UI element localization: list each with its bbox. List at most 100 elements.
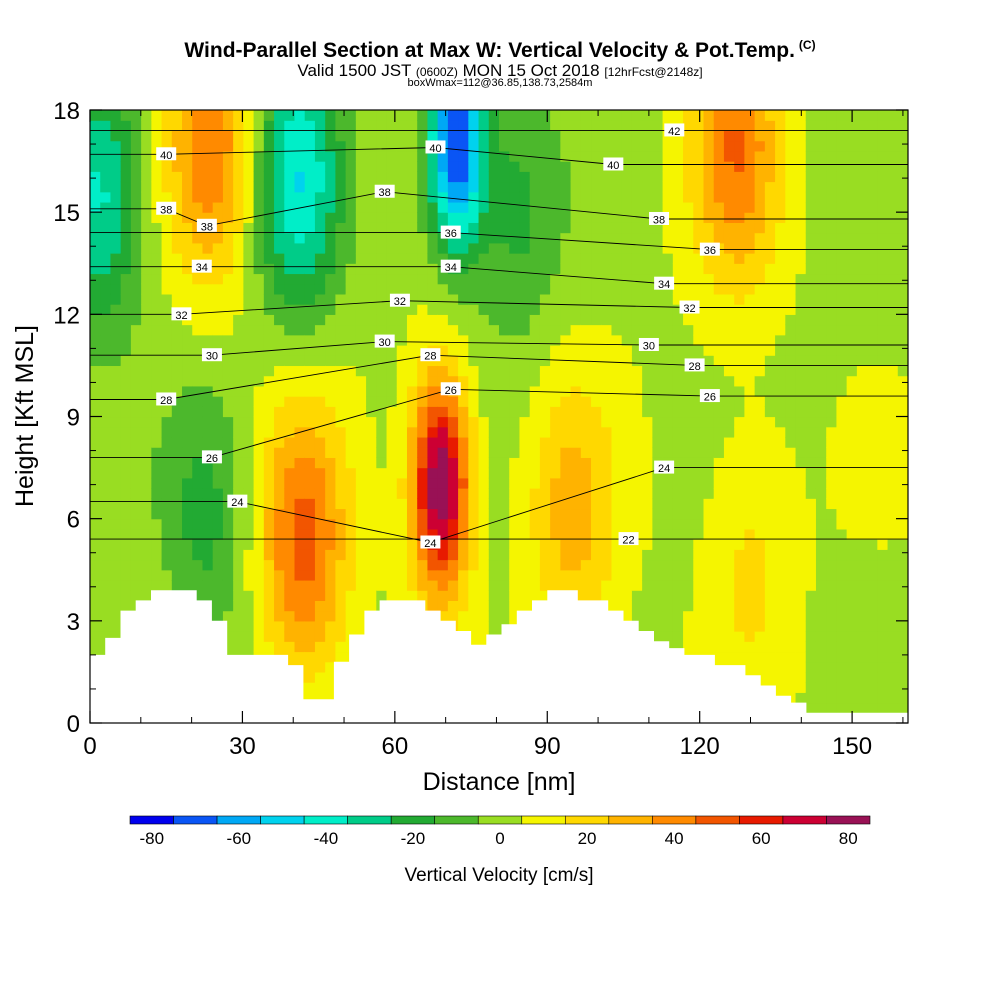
field-cell [764, 549, 776, 561]
field-cell [243, 150, 255, 162]
field-cell [887, 406, 899, 418]
field-cell [366, 375, 377, 387]
field-cell [488, 498, 500, 510]
field-cell [202, 385, 214, 397]
field-cell [723, 314, 735, 326]
field-cell [274, 150, 285, 162]
contour-label-text: 40 [607, 160, 619, 172]
field-cell [529, 549, 541, 561]
field-cell [856, 692, 868, 704]
field-cell [345, 396, 357, 407]
field-cell [509, 539, 521, 550]
field-cell [734, 344, 746, 356]
field-cell [509, 447, 521, 458]
field-cell [120, 273, 132, 285]
field-cell [325, 385, 336, 397]
field-cell [243, 528, 255, 540]
field-cell [274, 498, 285, 510]
field-cell [386, 549, 398, 561]
field-cell [253, 406, 265, 418]
field-cell [560, 569, 572, 581]
field-cell [100, 263, 112, 275]
field-cell [744, 477, 756, 489]
field-cell [345, 406, 357, 418]
field-cell [642, 304, 653, 315]
field-cell [897, 344, 908, 356]
field-cell [468, 447, 480, 458]
field-cell [284, 161, 296, 172]
field-cell [182, 324, 193, 336]
field-cell [222, 457, 234, 469]
field-cell [826, 528, 838, 540]
field-cell [846, 528, 858, 540]
field-cell [141, 590, 152, 601]
field-cell [539, 242, 551, 254]
field-cell [100, 253, 112, 264]
field-cell [141, 120, 152, 132]
field-cell [867, 150, 878, 162]
field-cell [887, 661, 899, 673]
field-cell [785, 651, 797, 663]
field-cell [805, 600, 817, 612]
field-cell [202, 110, 214, 121]
field-cell [570, 334, 582, 346]
field-cell [447, 498, 459, 510]
field-cell [304, 110, 316, 121]
field-cell [325, 590, 336, 601]
field-cell [294, 181, 306, 193]
field-cell [703, 140, 715, 152]
field-cell [110, 355, 122, 367]
field-cell [222, 569, 234, 581]
field-cell [754, 201, 766, 213]
field-cell [274, 120, 285, 132]
field-cell [130, 569, 142, 581]
field-cell [631, 283, 643, 295]
field-cell [427, 120, 439, 132]
field-cell [263, 385, 275, 397]
field-cell [529, 498, 541, 510]
field-cell [897, 396, 908, 407]
field-cell [171, 171, 183, 183]
field-cell [560, 222, 572, 234]
field-cell [376, 120, 388, 132]
field-cell [182, 273, 193, 285]
field-cell [243, 396, 255, 407]
field-cell [130, 436, 142, 448]
field-cell [253, 355, 265, 367]
field-cell [693, 518, 705, 530]
field-cell [785, 457, 797, 469]
field-cell [836, 324, 848, 336]
field-cell [601, 181, 613, 193]
field-cell [304, 355, 316, 367]
field-cell [764, 283, 776, 295]
field-cell [468, 467, 480, 479]
field-cell [662, 324, 674, 336]
field-cell [396, 273, 408, 285]
field-cell [171, 191, 183, 203]
field-cell [775, 253, 786, 264]
field-cell [836, 600, 848, 612]
field-cell [468, 181, 480, 193]
field-cell [304, 140, 316, 152]
field-cell [366, 600, 377, 612]
field-cell [263, 283, 275, 295]
field-cell [601, 436, 613, 448]
field-cell [458, 273, 469, 285]
field-cell [693, 191, 705, 203]
field-cell [192, 171, 204, 183]
field-cell [294, 150, 306, 162]
field-cell [785, 416, 797, 428]
field-cell [631, 549, 643, 561]
field-cell [447, 304, 459, 315]
field-cell [754, 620, 766, 632]
field-cell [805, 375, 817, 387]
field-cell [130, 528, 142, 540]
field-cell [519, 334, 531, 346]
field-cell [345, 110, 357, 121]
field-cell [723, 375, 735, 387]
field-cell [570, 436, 582, 448]
field-cell [458, 304, 469, 315]
field-cell [683, 590, 694, 601]
field-cell [366, 569, 377, 581]
field-cell [335, 324, 347, 336]
